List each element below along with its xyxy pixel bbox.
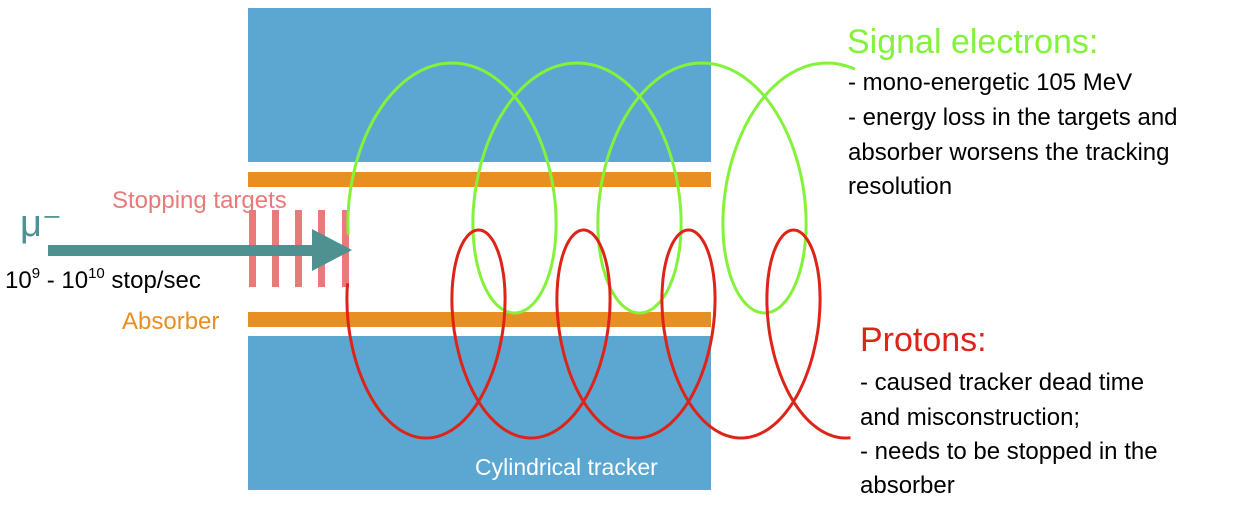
note-line: - caused tracker dead time (860, 369, 1144, 396)
arrow-shaft (48, 245, 316, 256)
note-line: resolution (848, 173, 952, 200)
absorber-upper-bar (248, 172, 711, 187)
proton-helix-track (345, 228, 851, 440)
absorber-lower-bar (248, 312, 711, 327)
muon-beam-arrow (48, 229, 352, 271)
stopping-targets-label: Stopping targets (112, 187, 287, 214)
arrow-head (312, 229, 352, 271)
note-line: absorber worsens the tracking (848, 139, 1170, 166)
tracker-upper (248, 8, 711, 162)
cylindrical-tracker-label: Cylindrical tracker (475, 454, 658, 480)
note-line: - needs to be stopped in the (860, 438, 1158, 465)
absorber-label: Absorber (122, 308, 219, 335)
note-line: and misconstruction; (860, 404, 1080, 431)
proton-notes: - caused tracker dead time and misconstr… (860, 369, 1158, 499)
electron-notes: - mono-energetic 105 MeV - energy loss i… (848, 69, 1178, 200)
note-line: - energy loss in the targets and (848, 104, 1178, 131)
signal-electrons-title: Signal electrons: (847, 23, 1098, 61)
stop-rate-label: 109 - 1010 stop/sec (5, 265, 201, 294)
note-line: absorber (860, 472, 955, 499)
note-line: - mono-energetic 105 MeV (848, 69, 1132, 96)
protons-title: Protons: (860, 321, 987, 359)
tracker-lower (248, 336, 711, 490)
muon-label: μ⁻ (20, 203, 62, 245)
